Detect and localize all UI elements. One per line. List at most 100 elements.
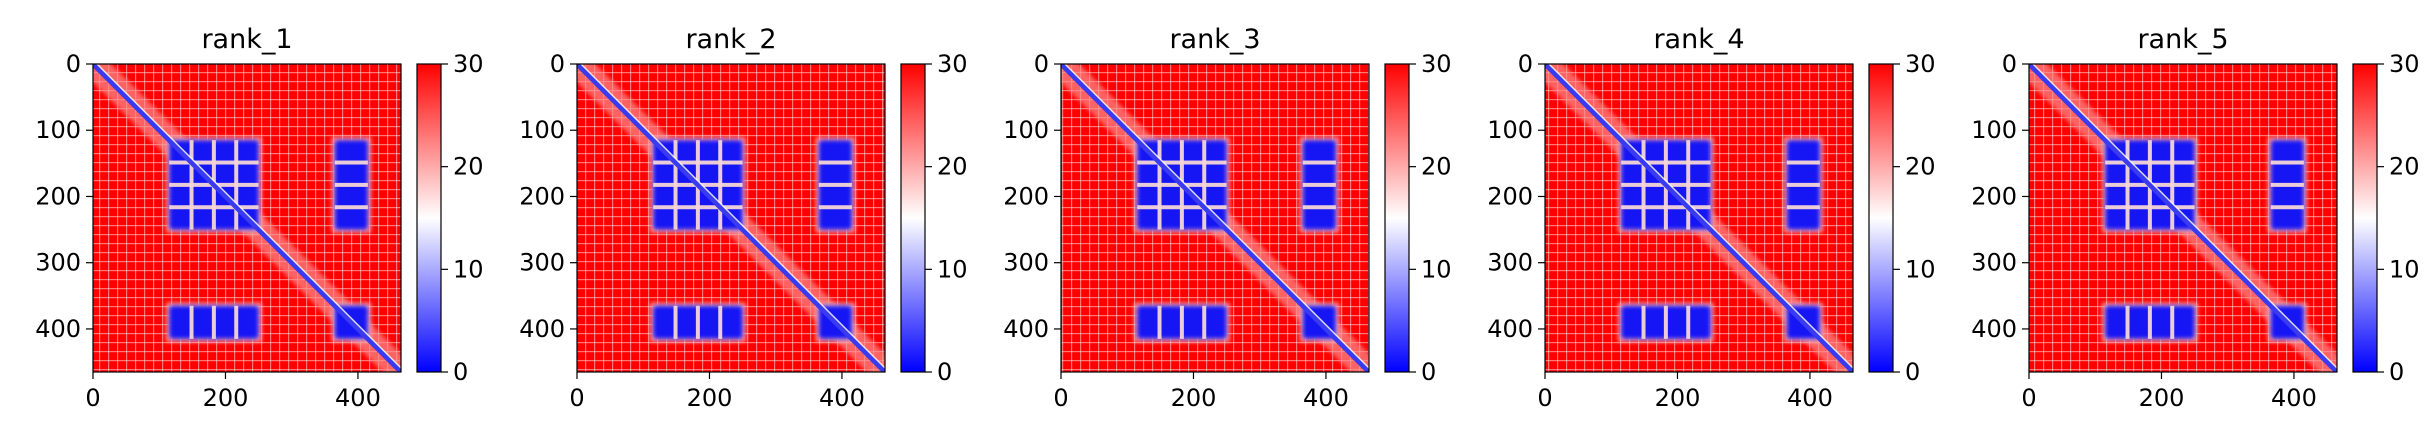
block-separator xyxy=(818,182,852,187)
colorbar-tick-label: 10 xyxy=(1421,255,1452,283)
y-tick-label: 0 xyxy=(550,50,565,78)
diagonal-edge xyxy=(580,64,885,369)
colorbar xyxy=(416,63,442,373)
x-tick-label: 0 xyxy=(569,384,584,412)
y-tick-label: 0 xyxy=(2002,50,2017,78)
y-tick-label: 200 xyxy=(35,182,81,210)
block-separator xyxy=(189,140,194,230)
colorbar xyxy=(900,63,926,373)
y-tick-label: 0 xyxy=(1034,50,1049,78)
x-tick-label: 0 xyxy=(2021,384,2036,412)
block-separator xyxy=(818,205,852,210)
diagonal-edge xyxy=(2032,64,2337,369)
y-tick-label: 400 xyxy=(35,315,81,343)
diagonal xyxy=(577,64,885,372)
block-separator xyxy=(211,305,216,339)
block-separator xyxy=(1641,140,1646,230)
y-tick-label: 300 xyxy=(519,249,565,277)
block-separator xyxy=(2270,205,2304,210)
colorbar-tick-label: 0 xyxy=(1905,358,1920,386)
y-tick-label: 100 xyxy=(1487,116,1533,144)
y-tick-label: 200 xyxy=(519,182,565,210)
block-separator xyxy=(1663,305,1668,339)
y-tick-label: 100 xyxy=(35,116,81,144)
colorbar-tick-label: 30 xyxy=(2389,50,2420,78)
block-separator xyxy=(334,182,368,187)
block-separator xyxy=(818,160,852,165)
x-tick-label: 0 xyxy=(1053,384,1068,412)
plot-frame xyxy=(576,63,886,373)
x-tick-label: 400 xyxy=(819,384,865,412)
heatmap-panel-2: rank_2 0 200 400 0 100 200 300 400 0 10 20 30 xyxy=(519,24,967,412)
colorbar-tick-label: 20 xyxy=(1421,153,1452,181)
block-separator xyxy=(673,140,678,230)
y-tick-label: 300 xyxy=(35,249,81,277)
x-tick-label: 400 xyxy=(2271,384,2317,412)
heatmap-panel-4: rank_4 0 200 400 0 100 200 300 400 0 10 20 30 xyxy=(1487,24,1935,412)
block-separator xyxy=(1179,305,1184,339)
colorbar xyxy=(1868,63,1894,373)
plot-frame xyxy=(1060,63,1370,373)
block-separator xyxy=(1157,140,1162,230)
block-separator xyxy=(1786,160,1820,165)
x-tick-label: 200 xyxy=(1655,384,1701,412)
y-tick-label: 100 xyxy=(1971,116,2017,144)
chart-title: rank_3 xyxy=(1169,24,1260,55)
diagonal xyxy=(2029,64,2337,372)
chart-title: rank_2 xyxy=(685,24,776,55)
chart-title: rank_1 xyxy=(201,24,292,55)
colorbar xyxy=(2352,63,2378,373)
colorbar-tick-label: 20 xyxy=(937,153,968,181)
block-separator xyxy=(334,160,368,165)
block-separator xyxy=(1786,182,1820,187)
block-separator xyxy=(1786,205,1820,210)
block-separator xyxy=(695,305,700,339)
x-tick-label: 400 xyxy=(1787,384,1833,412)
diagonal-edge xyxy=(96,64,401,369)
block-separator xyxy=(2147,305,2152,339)
block-separator xyxy=(2170,305,2175,339)
diagonal xyxy=(93,64,401,372)
x-tick-label: 200 xyxy=(203,384,249,412)
colorbar-tick-label: 0 xyxy=(2389,358,2404,386)
x-tick-label: 400 xyxy=(1303,384,1349,412)
diagonal xyxy=(1061,64,1369,372)
y-tick-label: 400 xyxy=(1971,315,2017,343)
colorbar-tick-label: 30 xyxy=(453,50,484,78)
block-separator xyxy=(1686,140,1691,230)
colorbar-tick-label: 30 xyxy=(1905,50,1936,78)
y-tick-label: 0 xyxy=(66,50,81,78)
block-separator xyxy=(1302,160,1336,165)
colorbar-tick-label: 20 xyxy=(2389,153,2420,181)
y-tick-label: 300 xyxy=(1003,249,1049,277)
block-separator xyxy=(234,140,239,230)
y-tick-label: 400 xyxy=(1487,315,1533,343)
y-tick-label: 0 xyxy=(1518,50,1533,78)
chart-title: rank_5 xyxy=(2137,24,2228,55)
heatmap-panel-5: rank_5 0 200 400 0 100 200 300 400 0 10 20 30 xyxy=(1971,24,2419,412)
block-separator xyxy=(1202,305,1207,339)
colorbar-tick-label: 0 xyxy=(1421,358,1436,386)
colorbar-tick-label: 30 xyxy=(937,50,968,78)
y-tick-label: 200 xyxy=(1003,182,1049,210)
x-tick-label: 200 xyxy=(1171,384,1217,412)
block-separator xyxy=(334,205,368,210)
x-tick-label: 0 xyxy=(85,384,100,412)
heatmap-panel-1: rank_1 0 200 400 0 100 200 300 400 0 10 20 30 xyxy=(35,24,483,412)
heatmap-panel-3: rank_3 0 200 400 0 100 200 300 400 0 10 20 30 xyxy=(1003,24,1451,412)
block-separator xyxy=(718,140,723,230)
x-tick-label: 200 xyxy=(687,384,733,412)
block-separator xyxy=(1641,305,1646,339)
x-tick-label: 0 xyxy=(1537,384,1552,412)
x-tick-label: 400 xyxy=(335,384,381,412)
block-separator xyxy=(673,305,678,339)
diagonal-edge xyxy=(1064,64,1369,369)
plot-frame xyxy=(92,63,402,373)
block-separator xyxy=(1202,140,1207,230)
chart-title: rank_4 xyxy=(1653,24,1744,55)
block-separator xyxy=(2270,160,2304,165)
diagonal xyxy=(1545,64,1853,372)
block-separator xyxy=(1302,182,1336,187)
block-separator xyxy=(2170,140,2175,230)
